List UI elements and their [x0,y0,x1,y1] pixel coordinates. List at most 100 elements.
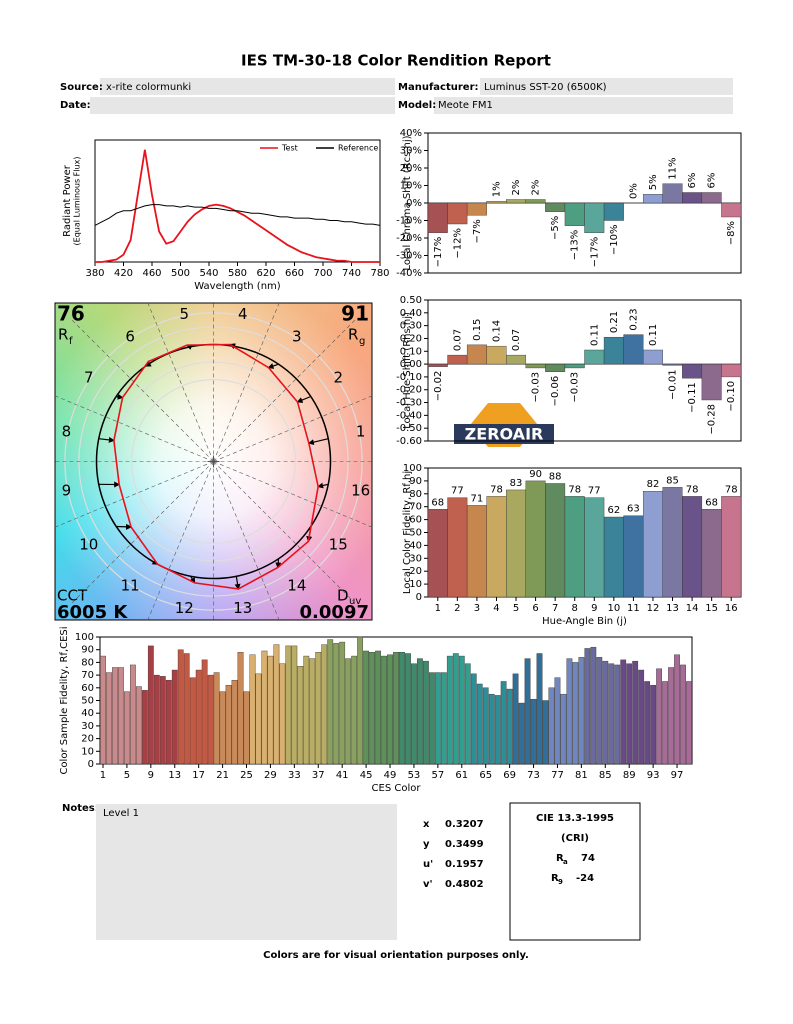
date-label: Date: [60,100,91,111]
bar [590,646,597,765]
value-label: −10% [609,225,620,256]
value-label: −0.11 [687,382,698,413]
x-tick-label: 61 [455,770,468,781]
bar [525,480,546,598]
rg-value: 91 [341,302,369,326]
field [90,97,395,114]
bar [267,655,274,765]
bin-number: 10 [79,535,98,553]
shift-arrow [317,482,329,489]
bar [548,687,555,765]
y-tick-label: 0 [88,759,94,770]
x-tick-label: 45 [360,770,373,781]
value-label: 71 [471,493,484,504]
color-vector [55,303,372,620]
bar [327,639,334,765]
bar [440,672,447,765]
bar [500,681,507,765]
bar [680,664,686,765]
bar [623,334,644,365]
y-tick-label: 20 [81,734,94,745]
y-axis-label: Local Hue Shift (Rhs,hj) [402,312,413,429]
bar [662,363,683,366]
bar [153,674,160,765]
value-label: 78 [568,484,581,495]
y-tick-label: -0.20 [396,385,422,396]
bin-number: 16 [351,481,370,499]
x-tick-label: 33 [288,770,301,781]
x-tick-label: 780 [370,268,389,279]
x-tick-label: 97 [671,770,684,781]
x-axis-label: Hue-Angle Bin (j) [542,616,627,627]
bar [124,691,130,765]
model-label: Model: [398,100,436,111]
y-tick-label: 50 [409,528,422,539]
footer: Colors are for visual orientation purpos… [263,950,529,961]
value-label: −0.03 [531,372,542,403]
legend-label: Reference [338,144,378,153]
x-tick-label: 85 [599,770,612,781]
bar [446,655,453,765]
value-label: −17% [589,237,600,268]
bar [596,657,603,765]
bar [506,354,527,365]
y-tick-label: 0.30 [400,321,422,332]
bar [411,663,417,765]
bar [147,645,154,765]
x-tick-label: 740 [342,268,361,279]
bin-spoke [71,319,214,462]
bar [237,652,244,765]
source-label: Source: [60,82,103,93]
notes-label: Notes: [62,803,99,814]
value-label: 62 [607,505,620,516]
bar [682,496,703,598]
x-tick-label: 41 [336,770,349,781]
bar [423,660,429,765]
y-tick-label: 10 [409,579,422,590]
bar [129,664,136,765]
bar [542,700,549,765]
bar [393,652,399,765]
bar [650,685,657,765]
bar [405,653,411,765]
bin-number: 9 [62,481,72,499]
y-tick-label: 0.20 [400,333,422,344]
coord-label: y [423,839,430,850]
plot-frame [94,139,381,263]
bin-number: 6 [125,327,135,345]
bar [642,194,663,204]
x-tick-label: 57 [431,770,444,781]
bin-spoke [55,461,214,528]
r9-value: -24 [576,873,594,884]
x-tick-label: 12 [647,603,660,614]
bin-spoke [147,461,214,620]
bar [482,687,489,765]
value-label: −7% [472,219,483,243]
coord-label: v' [423,879,433,890]
value-label: 1% [491,181,502,197]
x-tick-label: 1 [435,603,441,614]
bin-number: 14 [287,577,306,595]
y-tick-label: -0.60 [396,436,422,447]
bin-number: 12 [175,599,194,617]
value-label: 6% [707,173,718,189]
bar [339,641,346,765]
x-axis-label: Wavelength (nm) [194,281,280,292]
x-tick-label: 77 [551,770,564,781]
x-tick-label: 16 [725,603,738,614]
bar [285,645,292,765]
y-tick-label: 30 [81,721,94,732]
bin-spoke [213,461,356,604]
shift-arrow [98,436,115,443]
test-polygon [113,343,319,590]
rg-symbol: R [348,326,358,344]
y-tick-label: 70 [409,502,422,513]
rf-value: 76 [57,302,85,326]
x-tick-label: 5 [124,770,130,781]
y-tick-label: 0% [406,198,422,209]
bar [525,363,546,369]
x-tick-label: 65 [479,770,492,781]
value-label: 90 [529,469,542,480]
value-label: 0.23 [628,308,639,330]
